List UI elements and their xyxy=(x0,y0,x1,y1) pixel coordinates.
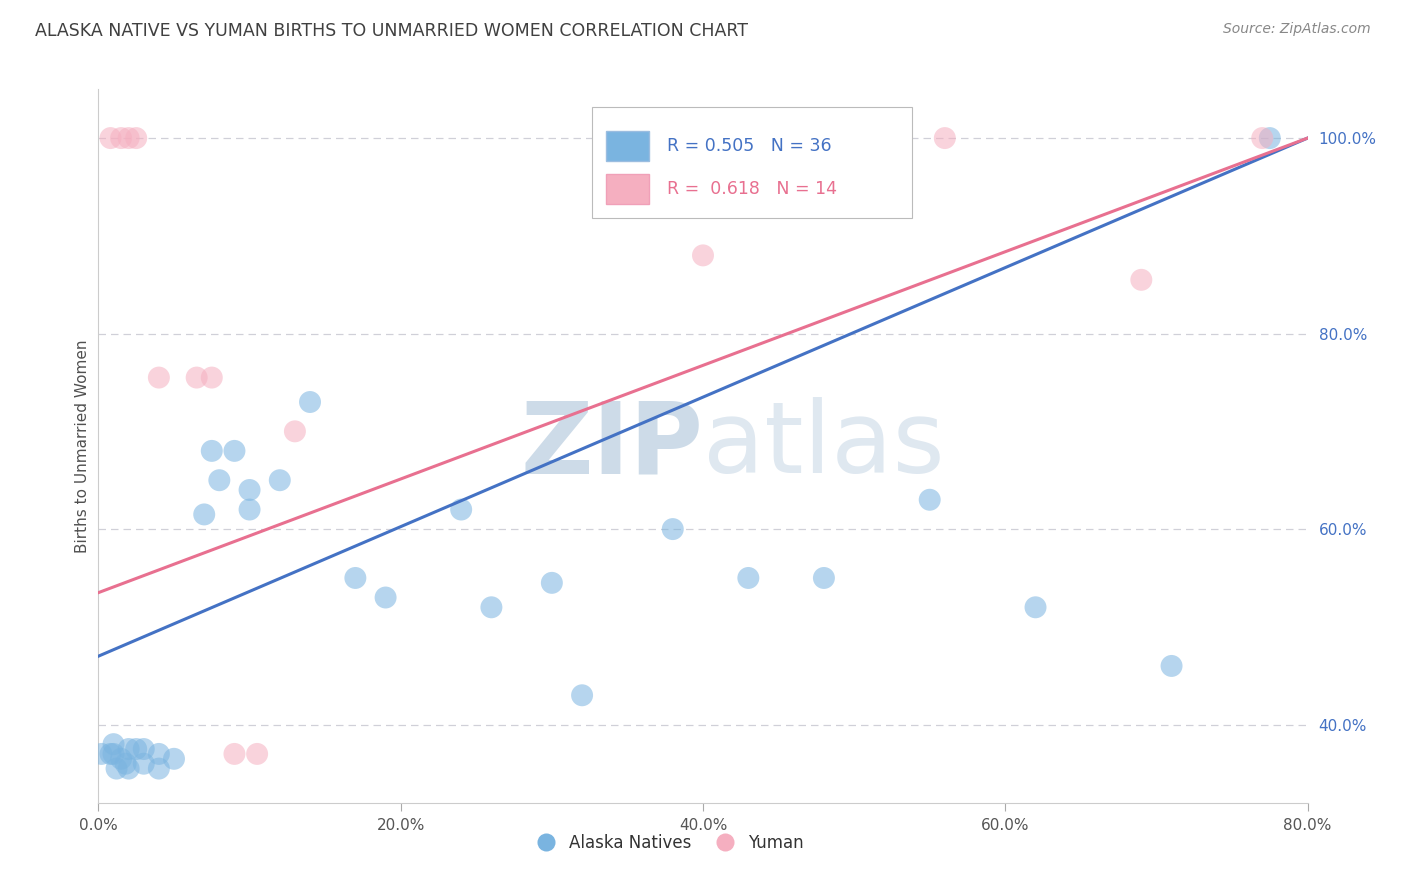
Point xyxy=(90,747,112,761)
Text: ALASKA NATIVE VS YUMAN BIRTHS TO UNMARRIED WOMEN CORRELATION CHART: ALASKA NATIVE VS YUMAN BIRTHS TO UNMARRI… xyxy=(35,22,748,40)
Point xyxy=(1251,131,1274,145)
Point xyxy=(163,752,186,766)
FancyBboxPatch shape xyxy=(606,131,648,161)
Point xyxy=(132,756,155,771)
Point xyxy=(269,473,291,487)
Point xyxy=(661,522,683,536)
Point xyxy=(105,762,128,776)
Point xyxy=(239,483,262,497)
Point xyxy=(186,370,208,384)
Point xyxy=(110,131,132,145)
Point xyxy=(571,688,593,702)
Point xyxy=(344,571,367,585)
Point xyxy=(813,571,835,585)
Point xyxy=(692,248,714,262)
Point xyxy=(118,762,141,776)
Legend: Alaska Natives, Yuman: Alaska Natives, Yuman xyxy=(523,828,811,859)
Point xyxy=(1130,273,1153,287)
Text: R =  0.618   N = 14: R = 0.618 N = 14 xyxy=(666,180,837,198)
Point xyxy=(103,737,125,751)
Point xyxy=(737,571,759,585)
Point xyxy=(934,131,956,145)
Point xyxy=(284,425,307,439)
Point xyxy=(110,752,132,766)
Point xyxy=(201,443,224,458)
Point xyxy=(100,131,122,145)
Text: Source: ZipAtlas.com: Source: ZipAtlas.com xyxy=(1223,22,1371,37)
Point xyxy=(450,502,472,516)
Point xyxy=(193,508,215,522)
Point xyxy=(103,747,125,761)
Point xyxy=(540,575,562,590)
Point xyxy=(201,370,224,384)
Text: atlas: atlas xyxy=(703,398,945,494)
Point xyxy=(118,131,141,145)
Point xyxy=(148,762,170,776)
Point xyxy=(208,473,231,487)
Y-axis label: Births to Unmarried Women: Births to Unmarried Women xyxy=(75,339,90,553)
Point xyxy=(1258,131,1281,145)
Point xyxy=(100,747,122,761)
Point xyxy=(125,742,148,756)
Point xyxy=(224,443,246,458)
Point xyxy=(114,756,136,771)
Point xyxy=(118,742,141,756)
FancyBboxPatch shape xyxy=(606,174,648,204)
Text: ZIP: ZIP xyxy=(520,398,703,494)
Point xyxy=(918,492,941,507)
Point xyxy=(224,747,246,761)
Point xyxy=(132,742,155,756)
Point xyxy=(299,395,322,409)
Point xyxy=(481,600,503,615)
Text: R = 0.505   N = 36: R = 0.505 N = 36 xyxy=(666,137,831,155)
Point xyxy=(1024,600,1046,615)
Point xyxy=(374,591,396,605)
Point xyxy=(239,502,262,516)
Point xyxy=(125,131,148,145)
Point xyxy=(246,747,269,761)
Point xyxy=(1160,659,1182,673)
Point xyxy=(148,370,170,384)
Point xyxy=(148,747,170,761)
FancyBboxPatch shape xyxy=(592,107,912,218)
